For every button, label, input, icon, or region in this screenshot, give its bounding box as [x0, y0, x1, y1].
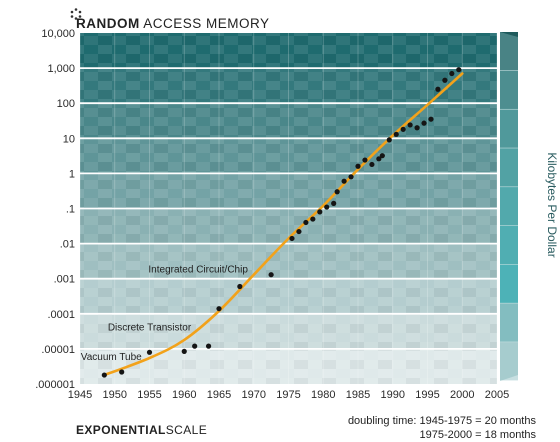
- data-point: [435, 86, 441, 92]
- data-point: [386, 137, 392, 143]
- decade-band-texture: [80, 68, 497, 104]
- x-tick-label: 1955: [137, 389, 161, 401]
- data-point: [192, 343, 198, 349]
- decade-band-texture: [80, 313, 497, 349]
- data-point: [376, 156, 382, 162]
- data-point: [456, 67, 462, 73]
- legend-swatch: [500, 109, 518, 148]
- plot-background: [80, 33, 497, 384]
- x-tick-label: 1950: [103, 389, 127, 401]
- y-tick-label: .00001: [41, 344, 75, 356]
- data-point: [393, 131, 399, 137]
- decade-band-texture: [80, 138, 497, 174]
- scale-caption: EXPONENTIALSCALE: [76, 423, 207, 437]
- data-point: [355, 163, 361, 169]
- data-point: [146, 349, 153, 355]
- data-point: [303, 219, 309, 226]
- x-tick-label: 1965: [207, 389, 231, 401]
- x-tick-label: 1990: [381, 389, 405, 401]
- data-point: [341, 178, 347, 184]
- y-tick-label: .1: [66, 204, 75, 216]
- data-point: [101, 372, 107, 378]
- data-point: [334, 189, 340, 195]
- doubling-time-line-2: 1975-2000 = 18 months: [419, 429, 536, 441]
- data-point: [442, 77, 448, 83]
- x-tick-label: 2005: [485, 389, 509, 401]
- data-point: [421, 120, 427, 126]
- data-point: [310, 216, 316, 222]
- y-tick-labels: 10,000 1,000 100 10 1 .1 .01 .001 .0001 .00001 .00…: [35, 28, 75, 391]
- data-point: [414, 125, 420, 131]
- legend-wedge: [500, 32, 518, 381]
- x-tick-label: 1980: [311, 389, 335, 401]
- legend-swatch: [500, 32, 518, 71]
- x-tick-label: 1985: [346, 389, 370, 401]
- y-tick-label: 10: [63, 133, 75, 145]
- data-point: [324, 204, 330, 210]
- data-points: [101, 67, 462, 378]
- annotation-label: Discrete Transistor: [108, 323, 192, 334]
- data-point: [289, 235, 295, 242]
- annotation-label: Vacuum Tube: [81, 352, 142, 363]
- legend-swatch: [500, 342, 518, 381]
- data-point: [216, 306, 222, 312]
- data-point: [362, 157, 368, 163]
- y-tick-label: 100: [57, 98, 75, 110]
- color-scale-legend: [500, 32, 518, 381]
- legend-swatch: [500, 148, 518, 187]
- data-point: [268, 272, 274, 278]
- legend-swatch: [500, 225, 518, 265]
- data-point: [119, 369, 125, 375]
- data-point: [400, 126, 406, 132]
- x-tick-label: 2000: [450, 389, 474, 401]
- x-tick-labels: 1945 1950 1955 1960 1965 1970 1975 1980 1985 1990…: [68, 389, 509, 401]
- data-point: [331, 200, 337, 206]
- legend-swatch: [500, 187, 518, 226]
- legend-swatch: [500, 70, 518, 109]
- x-tick-label: 1995: [415, 389, 439, 401]
- data-point: [296, 228, 302, 235]
- y-axis-label: Kilobytes Per Dollar: [545, 152, 559, 257]
- trend-line: [103, 72, 464, 377]
- y-tick-label: .01: [60, 239, 75, 251]
- data-point: [369, 161, 375, 168]
- decade-band-texture: [80, 173, 497, 209]
- data-point: [181, 348, 187, 354]
- y-tick-label: .0001: [47, 309, 75, 321]
- title-icon: [70, 8, 82, 20]
- y-tick-label: .001: [54, 274, 75, 286]
- annotation-label: Integrated Circuit/Chip: [148, 265, 248, 276]
- decade-band-texture: [80, 103, 497, 139]
- x-tick-label: 1970: [242, 389, 266, 401]
- x-tick-label: 1960: [172, 389, 196, 401]
- x-tick-label: 1945: [68, 389, 92, 401]
- data-point: [237, 283, 243, 290]
- chart-title: RANDOM ACCESS MEMORY: [76, 16, 270, 31]
- decade-band-texture: [80, 278, 497, 314]
- doubling-time-line-1: doubling time: 1945-1975 = 20 months: [348, 415, 537, 427]
- data-point: [449, 70, 455, 77]
- data-point: [428, 116, 434, 122]
- data-point: [379, 153, 385, 159]
- y-tick-label: 10,000: [41, 28, 75, 40]
- y-tick-label: 1: [69, 168, 75, 180]
- data-point: [205, 343, 212, 349]
- data-point: [317, 209, 323, 215]
- y-tick-label: .000001: [35, 379, 75, 391]
- decade-band-texture: [80, 243, 497, 279]
- y-tick-label: 1,000: [47, 63, 75, 75]
- legend-swatch: [500, 264, 518, 303]
- decade-band-texture: [80, 33, 497, 69]
- x-gridlines: [79, 33, 498, 384]
- annotations: Vacuum Tube Discrete Transistor Integrated…: [81, 265, 249, 364]
- x-tick-label: 1975: [276, 389, 300, 401]
- data-point: [348, 174, 354, 180]
- legend-swatch: [500, 303, 518, 342]
- data-point: [407, 122, 413, 128]
